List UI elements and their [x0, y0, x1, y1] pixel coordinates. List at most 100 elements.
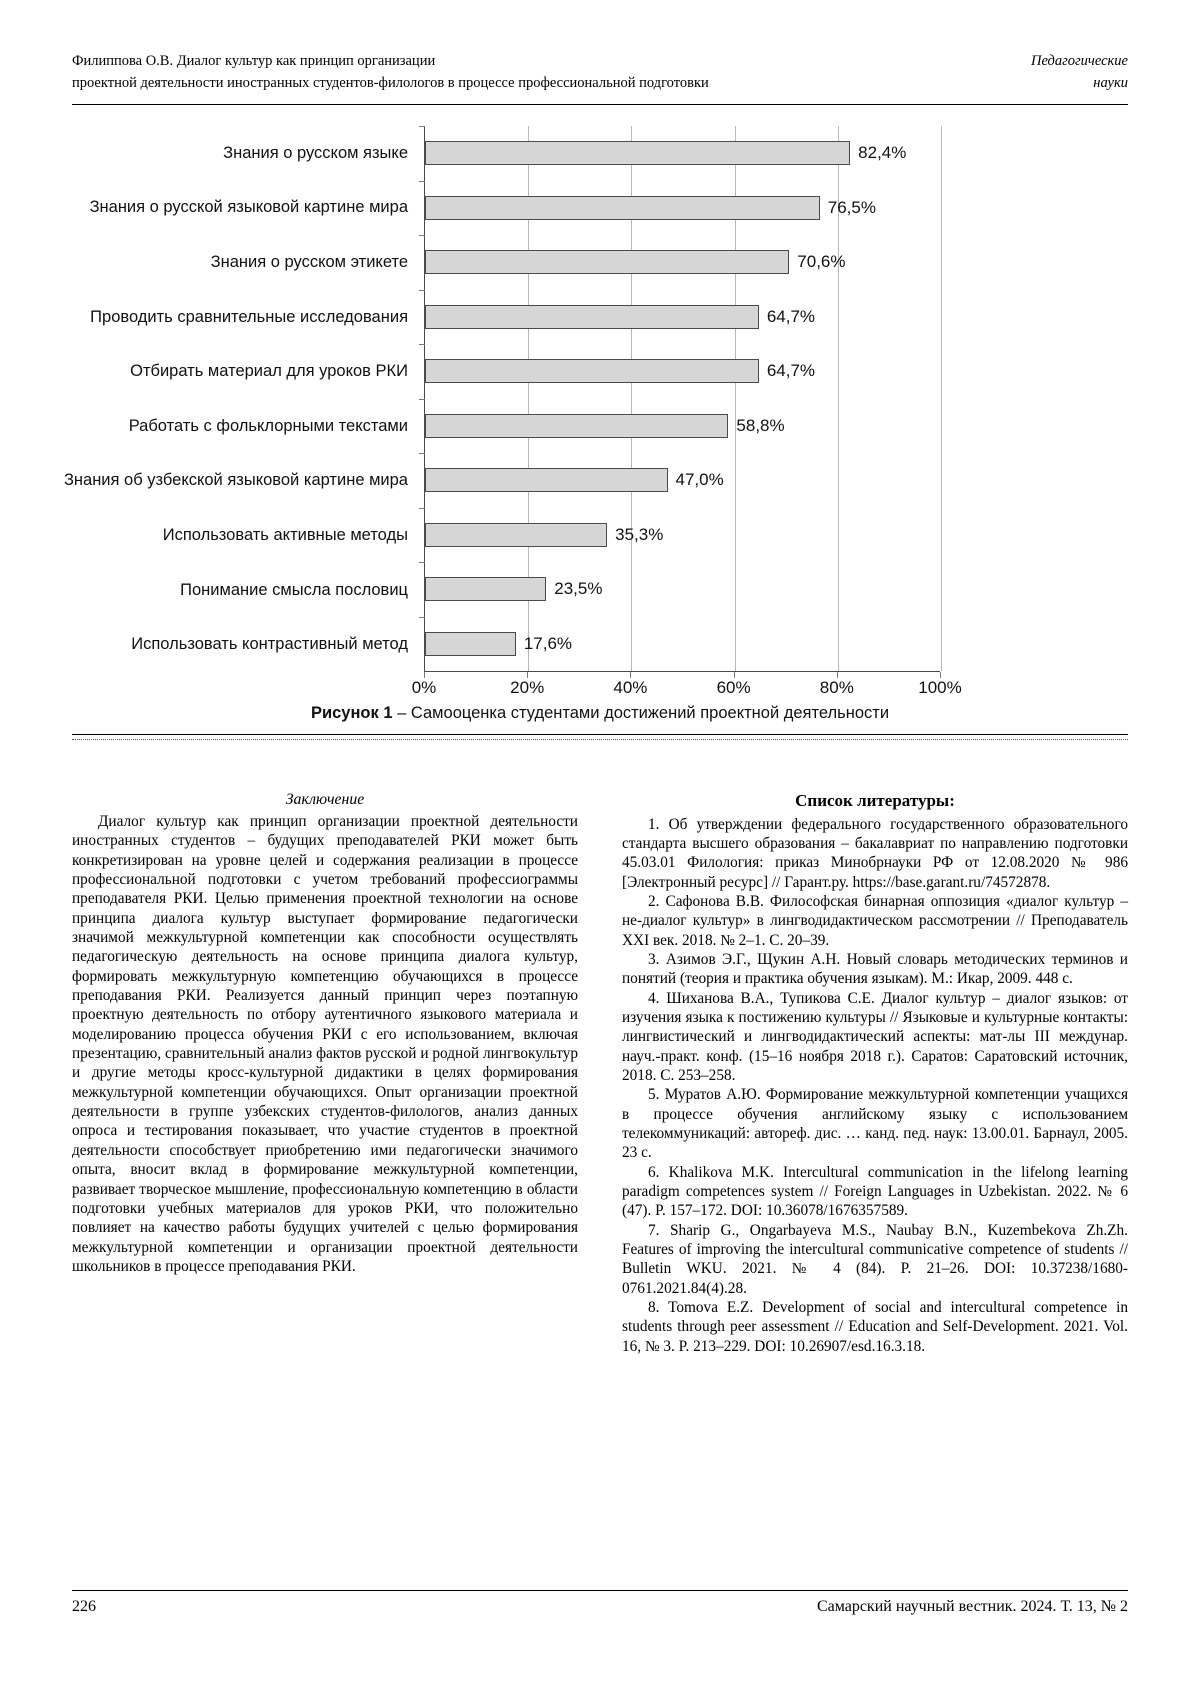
- document-page: Филиппова О.В. Диалог культур как принци…: [0, 0, 1200, 1697]
- chart-bar-value-label: 70,6%: [797, 252, 845, 272]
- chart-bar: [425, 141, 850, 165]
- chart-category-label: Знания о русском этикете: [211, 253, 416, 272]
- chart-category-row: Знания о русском языке: [72, 126, 416, 181]
- chart-x-tick-label: 60%: [717, 678, 751, 698]
- chart-plot-area: 82,4% 76,5% 70,6% 64,7% 64,7% 58,8% 47,0% 35,3%…: [424, 126, 940, 672]
- chart-bar-row: 64,7%: [425, 344, 940, 399]
- chart-category-row: Понимание смысла пословиц: [72, 563, 416, 618]
- chart-bar: [425, 577, 546, 601]
- references-list: 1. Об утверждении федерального государст…: [622, 815, 1128, 1357]
- chart-x-tick-label: 100%: [918, 678, 961, 698]
- page-number: 226: [72, 1598, 96, 1616]
- figure-rule-dotted: [72, 739, 1128, 740]
- left-column: Заключение Диалог культур как принцип ор…: [72, 790, 578, 1550]
- reference-item: 8. Tomova E.Z. Development of social and…: [622, 1298, 1128, 1356]
- chart-y-tick: [419, 181, 425, 182]
- body-columns: Заключение Диалог культур как принцип ор…: [72, 790, 1128, 1550]
- figure-1: Знания о русском языке Знания о русской я…: [72, 116, 1128, 692]
- chart-bar: [425, 250, 789, 274]
- chart-category-label: Работать с фольклорными текстами: [129, 417, 416, 436]
- chart-x-tick-label: 80%: [820, 678, 854, 698]
- bar-chart: Знания о русском языке Знания о русской я…: [72, 116, 1128, 692]
- chart-category-label: Понимание смысла пословиц: [180, 581, 416, 600]
- reference-item: 3. Азимов Э.Г., Щукин А.Н. Новый словарь…: [622, 950, 1128, 989]
- reference-item: 7. Sharip G., Ongarbayeva M.S., Naubay B…: [622, 1221, 1128, 1298]
- chart-category-label: Проводить сравнительные исследования: [90, 308, 416, 327]
- chart-bar-row: 17,6%: [425, 617, 940, 672]
- chart-bar-value-label: 47,0%: [676, 470, 724, 490]
- running-head-right-line1: Педагогические: [1031, 50, 1128, 72]
- chart-x-tick-label: 0%: [412, 678, 437, 698]
- chart-bar: [425, 414, 728, 438]
- header-rule: [72, 104, 1128, 105]
- chart-y-tick: [419, 453, 425, 454]
- chart-x-tick-label: 20%: [510, 678, 544, 698]
- chart-category-row: Использовать активные методы: [72, 508, 416, 563]
- running-head-left-line1: Филиппова О.В. Диалог культур как принци…: [72, 50, 435, 72]
- chart-bar-value-label: 64,7%: [767, 307, 815, 327]
- chart-bar-row: 76,5%: [425, 181, 940, 236]
- chart-category-label: Использовать активные методы: [163, 526, 416, 545]
- chart-category-label: Использовать контрастивный метод: [131, 635, 416, 654]
- reference-item: 1. Об утверждении федерального государст…: [622, 815, 1128, 892]
- chart-bar-value-label: 64,7%: [767, 361, 815, 381]
- chart-category-row: Знания о русской языковой картине мира: [72, 181, 416, 236]
- chart-bar-row: 35,3%: [425, 508, 940, 563]
- references-heading: Список литературы:: [622, 790, 1128, 812]
- conclusion-paragraph: Диалог культур как принцип организации п…: [72, 812, 578, 1276]
- chart-y-tick: [419, 399, 425, 400]
- chart-bar: [425, 305, 759, 329]
- chart-bar-value-label: 35,3%: [615, 525, 663, 545]
- chart-y-tick: [419, 562, 425, 563]
- chart-bar-row: 70,6%: [425, 235, 940, 290]
- chart-bar-row: 82,4%: [425, 126, 940, 181]
- chart-category-label: Знания об узбекской языковой картине мир…: [64, 471, 416, 490]
- figure-caption-label: Рисунок 1: [311, 704, 393, 722]
- chart-gridline: [941, 126, 942, 671]
- running-head-line-1: Филиппова О.В. Диалог культур как принци…: [72, 50, 1128, 72]
- running-head-right-line2: науки: [1093, 72, 1128, 94]
- chart-x-axis: 0%20%40%60%80%100%: [424, 672, 940, 704]
- conclusion-heading: Заключение: [72, 790, 578, 810]
- chart-category-label: Знания о русском языке: [223, 144, 416, 163]
- figure-caption: Рисунок 1 – Самооценка студентами достиж…: [72, 704, 1128, 723]
- right-column: Список литературы: 1. Об утверждении фед…: [622, 790, 1128, 1550]
- chart-y-tick: [419, 344, 425, 345]
- chart-y-tick: [419, 126, 425, 127]
- chart-bar-row: 58,8%: [425, 399, 940, 454]
- footer-rule: [72, 1590, 1128, 1591]
- chart-bar-value-label: 76,5%: [828, 198, 876, 218]
- chart-y-tick: [419, 617, 425, 618]
- reference-item: 2. Сафонова В.В. Философская бинарная оп…: [622, 892, 1128, 950]
- chart-category-row: Использовать контрастивный метод: [72, 617, 416, 672]
- reference-item: 5. Муратов А.Ю. Формирование межкультурн…: [622, 1085, 1128, 1162]
- chart-bar-value-label: 58,8%: [736, 416, 784, 436]
- chart-bar-row: 47,0%: [425, 453, 940, 508]
- reference-item: 6. Khalikova M.K. Intercultural communic…: [622, 1163, 1128, 1221]
- chart-bar-row: 23,5%: [425, 562, 940, 617]
- chart-bars: 82,4% 76,5% 70,6% 64,7% 64,7% 58,8% 47,0% 35,3%…: [425, 126, 940, 671]
- chart-bar-row: 64,7%: [425, 290, 940, 345]
- chart-category-label: Знания о русской языковой картине мира: [90, 198, 416, 217]
- reference-item: 4. Шиханова В.А., Тупикова С.Е. Диалог к…: [622, 989, 1128, 1086]
- chart-y-tick: [419, 235, 425, 236]
- figure-caption-text: – Самооценка студентами достижений проек…: [393, 704, 889, 722]
- chart-bar: [425, 523, 607, 547]
- chart-category-row: Проводить сравнительные исследования: [72, 290, 416, 345]
- page-footer: 226 Самарский научный вестник. 2024. Т. …: [72, 1598, 1128, 1616]
- chart-category-labels: Знания о русском языке Знания о русской я…: [72, 126, 416, 672]
- chart-bar: [425, 196, 820, 220]
- chart-y-tick: [419, 290, 425, 291]
- chart-category-row: Знания об узбекской языковой картине мир…: [72, 454, 416, 509]
- journal-name: Самарский научный вестник. 2024. Т. 13, …: [817, 1598, 1128, 1616]
- chart-y-tick: [419, 508, 425, 509]
- chart-category-label: Отбирать материал для уроков РКИ: [130, 362, 416, 381]
- chart-bar-value-label: 82,4%: [858, 143, 906, 163]
- chart-category-row: Отбирать материал для уроков РКИ: [72, 344, 416, 399]
- running-head: Филиппова О.В. Диалог культур как принци…: [72, 50, 1128, 95]
- running-head-line-2: проектной деятельности иностранных студе…: [72, 72, 1128, 94]
- chart-x-tick-label: 40%: [613, 678, 647, 698]
- chart-category-row: Знания о русском этикете: [72, 235, 416, 290]
- chart-category-row: Работать с фольклорными текстами: [72, 399, 416, 454]
- chart-bar: [425, 359, 759, 383]
